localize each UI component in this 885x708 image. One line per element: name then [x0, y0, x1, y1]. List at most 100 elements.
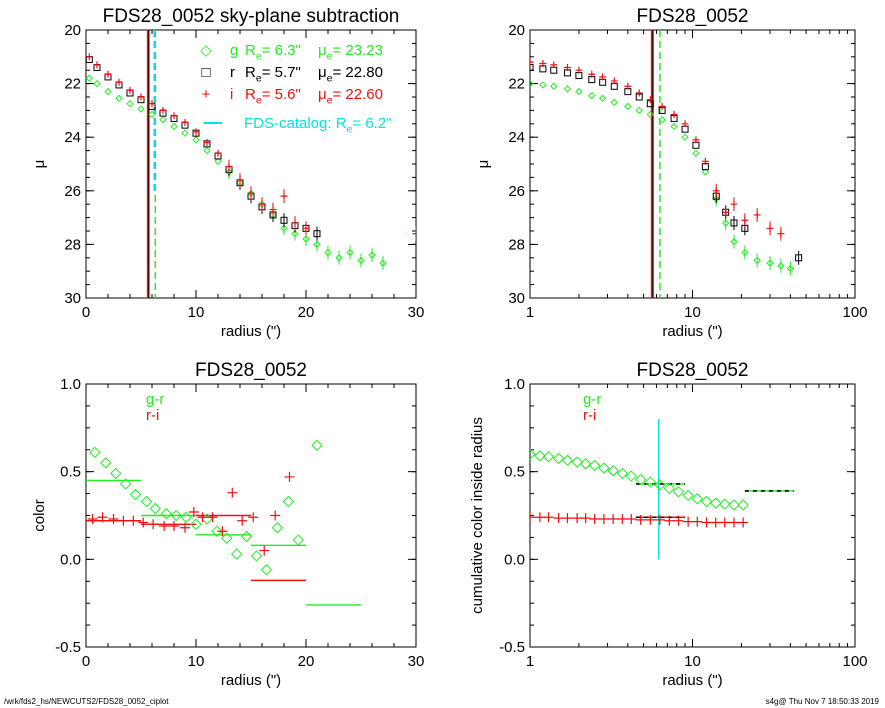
- panel-title: FDS28_0052: [637, 360, 749, 381]
- point-i: [575, 66, 583, 74]
- plot-area: [86, 439, 361, 606]
- x-tick-label: 30: [408, 304, 425, 321]
- legend-mu: μe= 22.80: [318, 64, 383, 85]
- x-tick-label: 100: [842, 653, 867, 670]
- point-g: [624, 102, 632, 111]
- point-g-r: [534, 450, 546, 462]
- point-g: [148, 110, 156, 119]
- y-axis-label: color: [31, 499, 48, 532]
- point-g: [291, 229, 299, 238]
- point-r-i: [284, 471, 295, 482]
- point-g-r: [719, 498, 731, 510]
- point-r-i: [180, 522, 190, 533]
- point-i: [610, 77, 618, 85]
- point-g-r: [728, 499, 740, 511]
- point-g-r: [221, 532, 233, 545]
- point-i: [203, 139, 211, 147]
- point-r-i: [626, 514, 637, 525]
- point-g: [104, 87, 112, 96]
- point-r-i: [701, 517, 712, 528]
- y-tick-label: 1.0: [504, 376, 525, 393]
- point-r-i: [148, 519, 159, 530]
- x-axis-label: radius ("): [662, 672, 722, 689]
- point-g: [214, 157, 222, 166]
- point-i: [302, 224, 310, 232]
- point-g: [730, 238, 738, 246]
- point-r-i: [159, 521, 170, 532]
- point-r-i: [227, 487, 238, 498]
- point-i: [225, 163, 233, 171]
- point-g-r: [616, 467, 629, 480]
- point-g-r: [663, 482, 676, 495]
- x-tick-label: 20: [298, 653, 315, 670]
- point-i: [93, 61, 101, 69]
- point-g: [588, 91, 596, 100]
- point-i: [148, 100, 156, 108]
- point-r-i: [589, 514, 600, 525]
- point-r-i: [530, 512, 535, 523]
- point-g-r: [634, 473, 647, 486]
- point-r: [313, 230, 321, 238]
- point-g-r: [89, 446, 101, 459]
- point-i: [530, 58, 534, 66]
- point-g: [610, 98, 618, 107]
- point-g: [368, 251, 376, 259]
- point-g-r: [260, 564, 273, 576]
- point-i: [741, 216, 749, 224]
- panel-title: FDS28_0052: [195, 360, 307, 381]
- y-tick-label: 30: [64, 290, 81, 307]
- legend-re: Re= 6.3": [245, 42, 301, 63]
- point-g: [357, 256, 365, 265]
- point-g-r: [271, 522, 284, 534]
- point-i: [588, 70, 596, 78]
- point-i: [170, 112, 178, 120]
- y-tick-label: 24: [64, 129, 81, 146]
- point-r: [530, 64, 534, 72]
- y-tick-label: 26: [508, 183, 525, 200]
- point-g: [192, 136, 200, 144]
- point-g-r: [682, 489, 694, 502]
- point-g: [126, 99, 134, 108]
- y-tick-label: 26: [64, 183, 81, 200]
- point-i: [624, 82, 632, 90]
- x-tick-label: 0: [82, 304, 90, 321]
- point-g: [86, 74, 94, 82]
- panel-title: FDS28_0052: [637, 6, 749, 27]
- legend-mu: μe= 22.60: [318, 86, 383, 107]
- point-r-i: [692, 516, 703, 527]
- point-r: [730, 219, 738, 227]
- point-r-i: [617, 514, 628, 525]
- legend-r-i: r-i: [146, 407, 159, 424]
- point-i: [550, 61, 558, 69]
- y-tick-label: 0.5: [60, 464, 81, 481]
- axis-frame: [529, 383, 856, 648]
- legend-mu: μe= 23.23: [318, 42, 383, 63]
- footer-path: /wrk/fds2_hs/NEWCUTS2/FDS28_0052_ciplot: [4, 697, 169, 706]
- legend-symbol: □: [201, 64, 210, 81]
- point-g-r: [240, 530, 253, 543]
- x-tick-label: 10: [684, 304, 701, 321]
- point-g-r: [170, 509, 182, 522]
- point-i: [670, 110, 678, 118]
- point-g-r: [129, 488, 142, 501]
- point-g-r: [250, 550, 263, 562]
- point-r-i: [719, 517, 730, 528]
- point-g-r: [598, 462, 610, 474]
- y-tick-label: -0.5: [499, 639, 525, 656]
- x-axis-label: radius ("): [221, 323, 281, 340]
- y-tick-label: 20: [64, 22, 81, 39]
- point-g-r: [571, 456, 583, 468]
- plot-area: [530, 30, 803, 298]
- point-r-i: [654, 514, 665, 525]
- y-tick-label: 22: [64, 76, 81, 93]
- point-r-i: [207, 512, 218, 523]
- point-g: [721, 219, 730, 227]
- point-i: [269, 206, 277, 214]
- legend-g-r: g-r: [583, 391, 601, 408]
- legend-band: i: [230, 86, 233, 103]
- point-r-i: [710, 517, 721, 528]
- point-i: [247, 189, 255, 197]
- footer-timestamp: s4g@ Thu Nov 7 18:50:33 2019: [765, 697, 879, 706]
- point-r-i: [645, 514, 656, 525]
